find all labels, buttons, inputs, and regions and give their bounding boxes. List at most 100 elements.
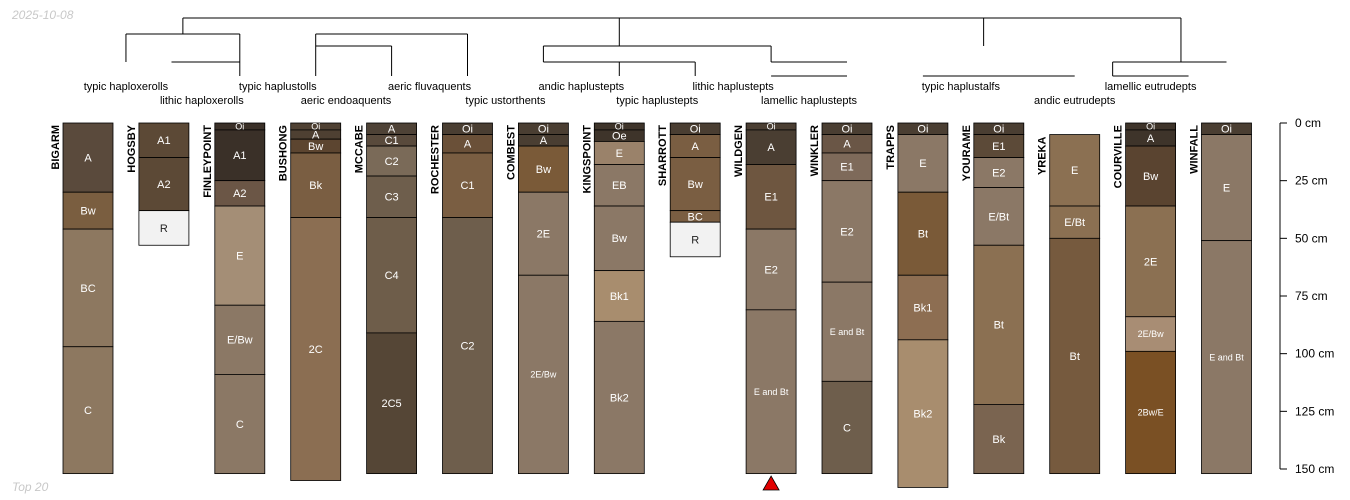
horizon-label: R	[160, 223, 168, 235]
horizon-finleypoint-e	[214, 205, 266, 306]
horizon-bushong-2c	[290, 217, 342, 481]
horizon-courville-2e	[1125, 205, 1176, 318]
horizon-label: Bk1	[610, 291, 629, 303]
horizon-sharrott-r	[669, 221, 721, 258]
horizon-label: Bw	[80, 206, 95, 218]
profile-name: BIGARM	[50, 125, 62, 170]
profile-yreka: E E/Bt Bt YREKA	[1037, 134, 1101, 475]
taxon-label-lithic-haplustepts: lithic haplustepts	[692, 81, 774, 93]
horizon-winkler-c	[821, 380, 873, 475]
horizon-courville-2bw-e	[1125, 350, 1176, 475]
profile-courville: OiA Bw 2E 2E/Bw 2Bw/E COURVILLE	[1113, 122, 1176, 475]
horizon-label: C3	[385, 192, 399, 204]
depth-axis: 0 cm 25 cm 50 cm 75 cm 100 cm 125 cm 150 cm	[1279, 116, 1334, 476]
horizon-yourame-bt	[973, 244, 1025, 405]
profile-name: COMBEST	[505, 125, 517, 180]
horizon-label: A	[464, 139, 472, 151]
profile-trapps: Oi E Bt Bk1 Bk2 TRAPPS	[885, 122, 949, 488]
horizon-label: Oi	[917, 124, 928, 136]
horizon-label: E/Bt	[1064, 217, 1085, 229]
horizon-label: Bt	[994, 320, 1004, 332]
depth-tick-label: 25 cm	[1295, 174, 1328, 188]
horizon-label: A1	[157, 135, 170, 147]
horizon-yreka-e-bt	[1049, 205, 1101, 239]
horizon-label: A	[1147, 133, 1155, 145]
horizon-label: Oi	[1221, 124, 1232, 136]
profile-rochester: Oi A C1 C2 ROCHESTER	[430, 122, 493, 475]
horizon-label: A	[312, 129, 320, 141]
taxa-labels: typic haploxerolls lithic haploxerolls typ…	[84, 81, 1197, 107]
horizon-combest-bw	[518, 145, 569, 193]
profile-name: WINKLER	[809, 125, 821, 176]
profile-winfall: Oi E E and Bt WINFALL	[1189, 122, 1252, 475]
horizon-label: E1	[764, 192, 777, 204]
horizon-label: A	[843, 139, 851, 151]
horizon-label: E2	[840, 226, 853, 238]
horizon-label: R	[691, 234, 699, 246]
taxon-label-aeric-endoaquents: aeric endoaquents	[301, 95, 392, 107]
horizon-label: Oe	[612, 131, 627, 143]
horizon-label: E and Bt	[830, 327, 865, 337]
horizon-bigarm-bc	[62, 228, 114, 348]
horizon-label: Bw	[308, 141, 323, 153]
horizon-label: 2E	[1144, 256, 1157, 268]
horizon-label: 2C5	[382, 398, 402, 410]
horizon-label: E1	[840, 162, 853, 174]
horizon-label: Oi	[767, 122, 776, 132]
dendrogram	[125, 17, 1227, 77]
horizon-combest-2e-bw	[518, 274, 569, 475]
horizon-label: Bk2	[913, 408, 932, 420]
horizon-label: 2E/Bw	[530, 370, 557, 380]
horizon-label: Oi	[842, 124, 853, 136]
horizon-kingspoint-bw	[593, 205, 645, 272]
markers	[762, 475, 780, 491]
horizon-label: A	[767, 142, 775, 154]
horizon-label: Bk2	[610, 392, 629, 404]
profile-name: TRAPPS	[885, 125, 897, 170]
horizon-yourame-e-bt	[973, 187, 1025, 246]
horizon-trapps-bk1	[897, 274, 949, 341]
horizon-label: E	[1223, 182, 1230, 194]
horizon-finleypoint-a2	[214, 180, 266, 207]
horizon-label: A	[84, 152, 92, 164]
horizon-label: Bk1	[913, 302, 932, 314]
horizon-label: C	[236, 419, 244, 431]
profile-name: KINGSPOINT	[581, 125, 593, 194]
profile-finleypoint: Oi A1 A2 E E/Bw C FINLEYPOINT	[202, 122, 266, 475]
horizon-kingspoint-bk2	[593, 320, 645, 475]
horizon-bigarm-bw	[62, 191, 114, 230]
horizon-courville-2e-bw	[1125, 316, 1176, 352]
horizon-mccabe-2c5	[366, 332, 418, 475]
horizon-wildgen-e-and-bt	[745, 309, 797, 475]
taxon-label-aeric-fluvaquents: aeric fluvaquents	[388, 81, 472, 93]
marker-triangle	[762, 475, 780, 491]
horizon-bigarm-a	[62, 122, 114, 193]
horizon-label: A2	[233, 188, 246, 200]
horizon-label: Oi	[235, 122, 244, 132]
horizon-bigarm-c	[62, 346, 114, 475]
depth-tick-label: 150 cm	[1295, 462, 1334, 476]
horizon-label: E2	[992, 167, 1005, 179]
horizon-combest-2e	[518, 191, 569, 276]
horizon-finleypoint-a1	[214, 129, 266, 182]
date-label: 2025-10-08	[12, 8, 74, 22]
horizon-label: A2	[157, 179, 170, 191]
taxon-label-typic-haplustalfs: typic haplustalfs	[922, 81, 1001, 93]
horizon-label: E1	[992, 141, 1005, 153]
profile-bigarm: A Bw BC C BIGARM	[50, 122, 114, 475]
horizon-finleypoint-e-bw	[214, 304, 266, 375]
horizon-label: A1	[233, 150, 246, 162]
horizon-label: Bw	[688, 179, 703, 191]
horizon-hogsby-a1	[138, 122, 190, 158]
profile-winkler: Oi A E1 E2 E and Bt C WINKLER	[809, 122, 873, 475]
horizon-mccabe-c4	[366, 217, 418, 334]
horizon-trapps-e	[897, 134, 949, 193]
horizon-winkler-e2	[821, 180, 873, 283]
profile-hogsby: A1 A2 R HOGSBY	[126, 122, 190, 246]
profile-name: YREKA	[1037, 136, 1049, 175]
taxon-label-andic-haplustepts: andic haplustepts	[539, 81, 625, 93]
